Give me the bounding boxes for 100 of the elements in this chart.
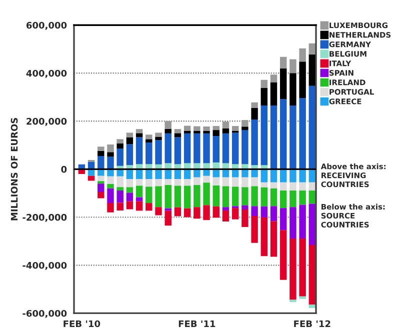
bar [260, 106, 268, 166]
bar [290, 182, 296, 191]
bar [299, 62, 306, 98]
bar [126, 179, 134, 188]
bar [116, 148, 124, 166]
bar [232, 126, 239, 131]
bar [212, 130, 220, 136]
bar [212, 206, 220, 218]
bar [280, 99, 287, 170]
bar [146, 203, 152, 211]
bar [212, 136, 220, 162]
y-tick-label: -200,000 [22, 214, 67, 222]
bar [290, 190, 296, 208]
bar [203, 182, 210, 206]
bar [136, 133, 143, 138]
bar [299, 169, 306, 182]
bar [299, 296, 306, 299]
bar [290, 207, 296, 239]
bar [136, 129, 143, 134]
bar [299, 238, 306, 296]
bar [146, 169, 152, 180]
bar [280, 190, 287, 208]
bar [116, 190, 124, 203]
bar [270, 74, 278, 82]
bar [290, 106, 296, 170]
bar [308, 304, 316, 308]
bar [242, 177, 248, 188]
bar [136, 201, 143, 211]
bar [299, 182, 306, 191]
bar [174, 207, 182, 216]
bar [174, 129, 182, 134]
bar [194, 185, 200, 208]
bar [299, 98, 306, 170]
bar [280, 68, 287, 100]
bar [136, 137, 143, 164]
bar [222, 207, 230, 210]
bar [222, 128, 230, 134]
bar [174, 179, 182, 186]
bar [194, 163, 200, 170]
bar [203, 133, 210, 164]
y-axis-title: MILLIONS OF EUROS [10, 118, 18, 220]
bar [242, 130, 248, 164]
bar [126, 201, 134, 210]
bar [164, 185, 172, 208]
bar [174, 186, 182, 208]
bar [290, 73, 296, 106]
bar [232, 177, 239, 187]
bar [107, 203, 114, 212]
bar [270, 82, 278, 106]
bar [290, 59, 296, 74]
bar [299, 190, 306, 205]
y-tick-label: 600,000 [26, 22, 67, 30]
bar [194, 130, 200, 134]
bar [270, 106, 278, 170]
bar [242, 187, 248, 206]
bar [164, 179, 172, 186]
bar [251, 119, 258, 166]
bar [155, 140, 162, 164]
bar [260, 187, 268, 206]
bar [280, 56, 287, 68]
bar [107, 152, 114, 157]
bar [299, 204, 306, 239]
bar [280, 208, 287, 230]
bar [155, 207, 162, 216]
bar [184, 126, 191, 131]
bar [232, 132, 239, 164]
x-tick-label: FEB '10 [64, 320, 100, 328]
bar [203, 205, 210, 220]
bar [222, 186, 230, 208]
bar [232, 208, 239, 220]
bar [280, 169, 287, 182]
bar [107, 188, 114, 204]
bar [98, 146, 104, 151]
bar [280, 182, 287, 191]
bar [242, 205, 248, 210]
bar [270, 188, 278, 206]
bar [146, 142, 152, 164]
bar [184, 179, 191, 186]
bar [107, 176, 114, 184]
bar [126, 187, 134, 193]
bar [184, 208, 191, 218]
bar [98, 192, 104, 198]
bar [251, 108, 258, 120]
bar [107, 184, 114, 188]
bar [184, 186, 191, 208]
bar [116, 139, 124, 144]
bar [98, 156, 104, 170]
bar [155, 169, 162, 180]
bar [251, 186, 258, 206]
bar [136, 197, 143, 202]
y-tick-label: 400,000 [26, 70, 67, 78]
bar [116, 202, 124, 210]
bar [251, 102, 258, 108]
bar [146, 186, 152, 204]
y-tick-label: 200,000 [26, 118, 67, 126]
bar [164, 133, 172, 164]
bar [203, 126, 210, 131]
bar [212, 177, 220, 186]
bar [126, 192, 134, 202]
bar [98, 184, 104, 192]
